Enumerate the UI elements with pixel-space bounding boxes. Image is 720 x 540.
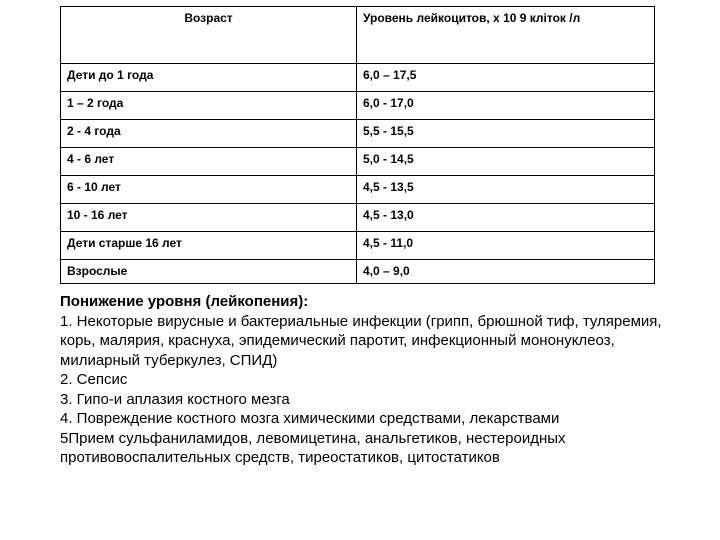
table-row: 6 - 10 лет 4,5 - 13,5 (61, 176, 655, 204)
note-item: 2. Сепсис (60, 370, 684, 390)
value-cell: 5,5 - 15,5 (357, 120, 655, 148)
value-cell: 6,0 - 17,0 (357, 92, 655, 120)
value-cell: 4,0 – 9,0 (357, 260, 655, 284)
table-header-row: Возраст Уровень лейкоцитов, х 10 9 кліто… (61, 7, 655, 64)
age-cell: 4 - 6 лет (61, 148, 357, 176)
value-cell: 4,5 - 11,0 (357, 232, 655, 260)
table-row: Взрослые 4,0 – 9,0 (61, 260, 655, 284)
age-cell: Дети до 1 года (61, 64, 357, 92)
table-row: Дети старше 16 лет 4,5 - 11,0 (61, 232, 655, 260)
col-value-header: Уровень лейкоцитов, х 10 9 кліток /л (357, 7, 655, 64)
note-item: 1. Некоторые вирусные и бактериальные ин… (60, 312, 684, 371)
value-cell: 6,0 – 17,5 (357, 64, 655, 92)
table-row: 1 – 2 года 6,0 - 17,0 (61, 92, 655, 120)
age-cell: 1 – 2 года (61, 92, 357, 120)
note-block: Понижение уровня (лейкопения): 1. Некото… (60, 292, 684, 468)
value-cell: 5,0 - 14,5 (357, 148, 655, 176)
age-cell: Дети старше 16 лет (61, 232, 357, 260)
note-item: 4. Повреждение костного мозга химическим… (60, 409, 684, 429)
table-row: 4 - 6 лет 5,0 - 14,5 (61, 148, 655, 176)
table-row: Дети до 1 года 6,0 – 17,5 (61, 64, 655, 92)
age-cell: 10 - 16 лет (61, 204, 357, 232)
value-cell: 4,5 - 13,0 (357, 204, 655, 232)
note-item: 3. Гипо-и аплазия костного мезга (60, 390, 684, 410)
value-cell: 4,5 - 13,5 (357, 176, 655, 204)
note-title: Понижение уровня (лейкопения): (60, 293, 308, 310)
table-row: 10 - 16 лет 4,5 - 13,0 (61, 204, 655, 232)
age-cell: 6 - 10 лет (61, 176, 357, 204)
note-item: 5Прием сульфаниламидов, левомицетина, ан… (60, 429, 684, 468)
col-age-header: Возраст (61, 7, 357, 64)
age-cell: Взрослые (61, 260, 357, 284)
leukocyte-table: Возраст Уровень лейкоцитов, х 10 9 кліто… (60, 6, 655, 284)
age-cell: 2 - 4 года (61, 120, 357, 148)
table-row: 2 - 4 года 5,5 - 15,5 (61, 120, 655, 148)
